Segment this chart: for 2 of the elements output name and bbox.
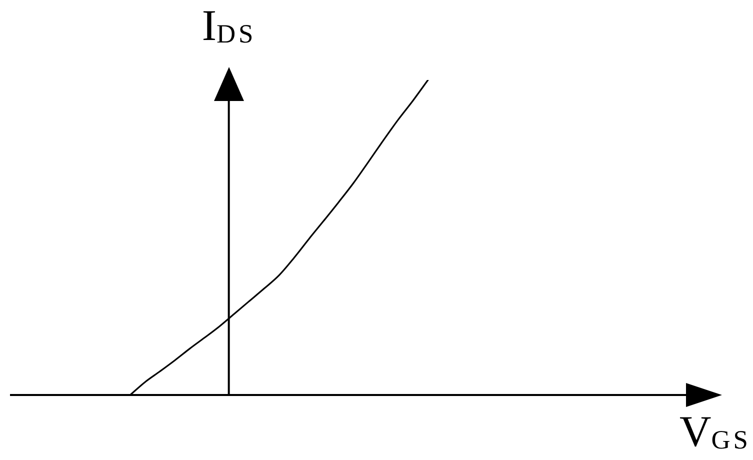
x-axis-title: V$_{GS}$: [679, 407, 751, 456]
y-axis-title: I$_{DS}$: [202, 1, 256, 50]
